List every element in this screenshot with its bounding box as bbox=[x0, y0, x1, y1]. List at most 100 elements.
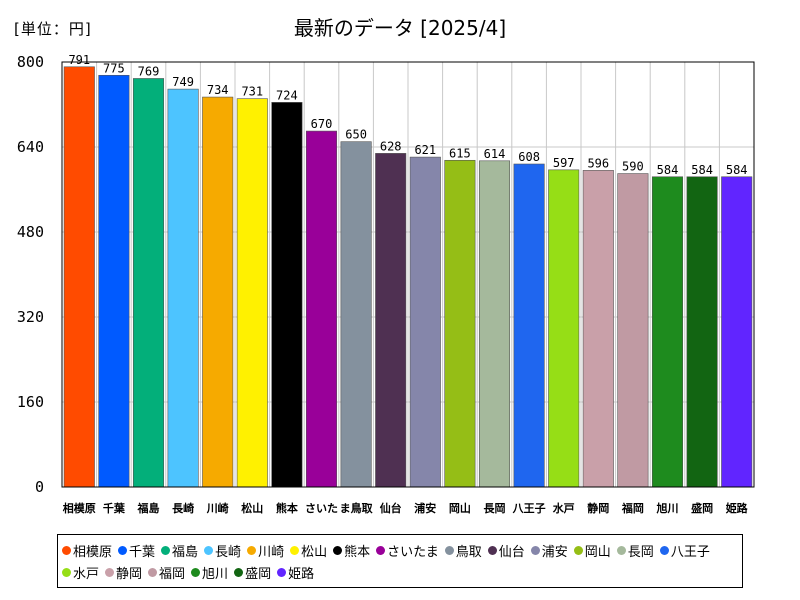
legend-swatch bbox=[62, 545, 71, 555]
legend-swatch bbox=[616, 545, 626, 555]
x-tick-label: 福岡 bbox=[621, 501, 644, 515]
legend-item: 千葉 bbox=[118, 539, 155, 561]
bar bbox=[305, 130, 338, 488]
legend-item: 水戸 bbox=[62, 561, 99, 583]
legend-swatch bbox=[487, 545, 497, 555]
bar bbox=[478, 160, 511, 488]
x-tick-label: 浦安 bbox=[414, 501, 436, 515]
bar bbox=[409, 156, 441, 488]
legend-swatch bbox=[376, 545, 386, 555]
y-tick-label: 160 bbox=[17, 393, 44, 411]
x-tick-label: 長岡 bbox=[484, 502, 506, 515]
x-tick-label: 岡山 bbox=[449, 501, 471, 515]
y-tick-label: 640 bbox=[17, 138, 44, 156]
legend-label: 旭川 bbox=[202, 566, 229, 582]
data-label: 734 bbox=[207, 83, 229, 97]
y-tick-label: 480 bbox=[17, 223, 44, 241]
data-label: 731 bbox=[241, 85, 263, 99]
bar bbox=[271, 102, 303, 488]
legend-label: 岡山 bbox=[584, 544, 611, 560]
data-label: 597 bbox=[553, 156, 575, 170]
legend-label: 熊本 bbox=[344, 544, 371, 560]
data-label: 749 bbox=[172, 75, 194, 89]
data-label: 628 bbox=[380, 139, 402, 153]
legend-label: 仙台 bbox=[498, 544, 525, 560]
bar bbox=[63, 66, 95, 488]
x-tick-label: 福島 bbox=[137, 501, 160, 515]
legend-swatch bbox=[62, 567, 71, 577]
bar bbox=[202, 96, 234, 488]
legend-label: 千葉 bbox=[129, 544, 156, 560]
axes bbox=[61, 61, 755, 488]
data-label: 621 bbox=[414, 143, 436, 157]
bar-chart: 0 160 320 480 640 800 791 相模原 775 千葉 769 福島 749 長崎 734… bbox=[17, 53, 755, 515]
legend-label: 相模原 bbox=[73, 544, 113, 560]
legend-label: 川崎 bbox=[258, 544, 285, 560]
x-tick-label: 旭川 bbox=[656, 501, 679, 515]
legend-swatch bbox=[277, 567, 287, 577]
x-tick-label: 川崎 bbox=[206, 501, 229, 515]
labels: 0 160 320 480 640 800 791 相模原 775 千葉 769 福島 749 長崎 734… bbox=[17, 53, 749, 515]
legend-item: 長岡 bbox=[616, 539, 654, 561]
legend-label: 静岡 bbox=[116, 566, 143, 582]
legend-swatch bbox=[290, 545, 300, 555]
legend: 相模原 千葉 福島 長崎 川崎 松山 熊本 さいたま 鳥取 仙台 浦安 岡山 長岡 八王子 水戸 静岡 福岡 旭川… bbox=[57, 534, 743, 588]
plot-frame bbox=[61, 61, 755, 488]
data-label: 670 bbox=[311, 117, 333, 131]
bar bbox=[617, 173, 649, 488]
data-label: 769 bbox=[138, 64, 160, 78]
legend-item: 熊本 bbox=[333, 539, 370, 561]
data-label: 584 bbox=[657, 163, 679, 177]
bar bbox=[721, 176, 753, 488]
legend-label: 八王子 bbox=[670, 544, 710, 560]
x-tick-label: 静岡 bbox=[587, 501, 609, 515]
legend-item: 長崎 bbox=[204, 539, 241, 561]
bar bbox=[444, 159, 476, 488]
data-label: 650 bbox=[345, 128, 367, 142]
legend-swatch bbox=[530, 545, 540, 555]
bar bbox=[375, 153, 407, 488]
bar bbox=[167, 88, 199, 488]
legend-swatch bbox=[204, 545, 214, 555]
legend-label: 姫路 bbox=[288, 566, 315, 582]
legend-label: さいたま bbox=[387, 544, 439, 560]
data-label: 614 bbox=[484, 147, 506, 161]
bar bbox=[236, 98, 268, 488]
y-tick-label: 0 bbox=[35, 478, 44, 496]
data-label: 608 bbox=[518, 150, 540, 164]
legend-swatch bbox=[659, 545, 669, 555]
chart-title: 最新のデータ [2025/4] bbox=[293, 16, 507, 40]
x-tick-label: 仙台 bbox=[380, 501, 402, 515]
bar bbox=[132, 78, 165, 488]
x-tick-label: 熊本 bbox=[276, 501, 298, 515]
legend-item: 相模原 bbox=[62, 539, 112, 561]
bar bbox=[98, 74, 130, 488]
x-tick-label: 松山 bbox=[241, 501, 263, 515]
bar bbox=[513, 163, 545, 488]
legend-item: さいたま bbox=[376, 539, 439, 561]
legend-swatch bbox=[161, 545, 171, 555]
x-tick-label: 千葉 bbox=[103, 501, 126, 515]
bar bbox=[651, 176, 684, 488]
legend-label: 浦安 bbox=[541, 544, 568, 560]
bar bbox=[340, 141, 372, 488]
data-label: 584 bbox=[691, 163, 713, 177]
data-label: 615 bbox=[449, 146, 471, 160]
legend-label: 福岡 bbox=[159, 566, 186, 582]
x-tick-label: 盛岡 bbox=[691, 501, 713, 515]
y-tick-label: 320 bbox=[17, 308, 44, 326]
legend-label: 長崎 bbox=[215, 544, 242, 560]
legend-item: 松山 bbox=[290, 539, 327, 561]
data-label: 596 bbox=[587, 156, 609, 170]
legend-label: 水戸 bbox=[73, 566, 100, 582]
x-tick-label: 姫路 bbox=[726, 501, 749, 515]
legend-item: 岡山 bbox=[573, 539, 611, 561]
legend-swatch bbox=[247, 545, 257, 555]
legend-swatch bbox=[444, 545, 454, 555]
legend-swatch bbox=[148, 567, 158, 577]
legend-item: 姫路 bbox=[277, 561, 314, 583]
bar bbox=[548, 169, 580, 488]
x-tick-label: 長崎 bbox=[172, 501, 194, 515]
data-label: 724 bbox=[276, 88, 298, 102]
legend-swatch bbox=[191, 567, 201, 577]
